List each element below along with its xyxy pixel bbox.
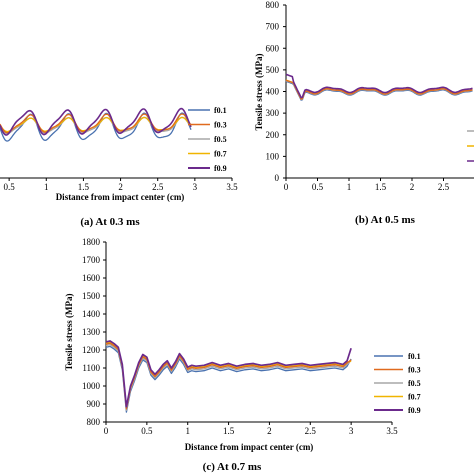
- panel-c-y-tick-label: 800: [87, 417, 101, 427]
- panel-c-x-tick-label: 2: [267, 426, 272, 436]
- panel-a-x-ticks: 0.5 1 1.5 2 2.5 3 3.5: [4, 178, 238, 192]
- panel-a-series-f0.9: [0, 107, 192, 136]
- panel-b-y-tick-label: 0: [275, 173, 280, 183]
- panel-c-x-tick-label: 1: [185, 426, 190, 436]
- panel-c-x-tick-label: 2.5: [305, 426, 317, 436]
- panel-a: 0.5 1 1.5 2 2.5 3 3.5 Distance from impact cen…: [0, 106, 238, 228]
- panel-c-y-tick-label: 1400: [82, 309, 101, 319]
- panel-b-y-tick-label: 400: [266, 87, 280, 97]
- panel-c-legend-label: f0.3: [408, 366, 421, 375]
- panel-c-x-axis-label: Distance from impact center (cm): [185, 442, 314, 452]
- panel-c-x-tick-label: 0.5: [141, 426, 153, 436]
- caption-b: (b) At 0.5 ms: [355, 214, 416, 226]
- panel-b-y-tick-label: 200: [266, 130, 280, 140]
- panel-c-legend-label: f0.7: [408, 393, 421, 402]
- panel-c-series: [105, 340, 352, 413]
- panel-c-x-ticks: 0 0.5 1 1.5 2 2.5 3 3.5: [104, 422, 398, 436]
- panel-c-legend-label: f0.9: [408, 406, 421, 415]
- panel-a-x-tick-label: 2: [118, 182, 123, 192]
- panel-c-y-tick-label: 1000: [82, 381, 101, 391]
- caption-c: (c) At 0.7 ms: [203, 461, 262, 473]
- panel-b-series-f0.3: [285, 79, 473, 100]
- panel-a-legend-label: f0.9: [214, 164, 227, 173]
- panel-b-x-ticks: 0 0.5 1 1.5 2 2.5: [284, 178, 450, 192]
- panel-c-y-tick-label: 1200: [82, 345, 101, 355]
- panel-b-y-tick-label: 600: [266, 43, 280, 53]
- panel-c: 800 900 1000 1100 1200 1300 1400 1500 1600 1700 18…: [64, 237, 421, 473]
- panel-b-series-f0.9: [285, 73, 473, 99]
- panel-c-y-axis-label: Tensile stress (MPa): [64, 294, 74, 371]
- panel-a-x-tick-label: 0.5: [4, 182, 16, 192]
- panel-a-legend-label: f0.5: [214, 135, 227, 144]
- panel-b-y-tick-label: 300: [266, 108, 280, 118]
- panel-a-legend-label: f0.3: [214, 121, 227, 130]
- panel-b-y-tick-label: 800: [266, 0, 280, 10]
- panel-b: 0 100 200 300 400 500 600 700 800 0 0.5 1 1.5 2 2.5 T…: [254, 0, 474, 226]
- panel-a-series-f0.3: [0, 113, 192, 134]
- panel-b-y-tick-label: 700: [266, 22, 280, 32]
- caption-a: (a) At 0.3 ms: [80, 216, 140, 228]
- panel-c-legend-label: f0.1: [408, 352, 421, 361]
- panel-b-x-tick-label: 1.5: [375, 182, 387, 192]
- panel-c-y-tick-label: 900: [87, 399, 101, 409]
- panel-b-y-tick-label: 100: [266, 151, 280, 161]
- panel-b-x-tick-label: 0: [284, 182, 289, 192]
- panel-b-y-tick-label: 500: [266, 65, 280, 75]
- panel-c-y-tick-label: 1700: [82, 255, 101, 265]
- panel-a-legend: f0.1 f0.3 f0.5 f0.7 f0.9: [188, 106, 227, 173]
- panel-b-y-ticks: 0 100 200 300 400 500 600 700 800: [266, 0, 286, 183]
- panel-b-y-axis-label: Tensile stress (MPa): [254, 54, 264, 131]
- panel-c-series-f0.7: [105, 341, 352, 409]
- panel-a-x-tick-label: 2.5: [152, 182, 164, 192]
- panel-c-x-tick-label: 3.5: [386, 426, 398, 436]
- panel-c-x-tick-label: 1.5: [223, 426, 235, 436]
- panel-a-x-axis-label: Distance from impact center (cm): [56, 192, 185, 202]
- panel-b-legend-fragment: [467, 130, 474, 162]
- panel-a-x-tick-label: 1: [44, 182, 49, 192]
- panel-c-y-tick-label: 1300: [82, 327, 101, 337]
- panel-c-series-f0.9: [105, 340, 352, 408]
- panel-b-x-tick-label: 0.5: [312, 182, 324, 192]
- panel-c-y-tick-label: 1500: [82, 291, 101, 301]
- panel-b-x-tick-label: 1: [347, 182, 352, 192]
- panel-c-y-tick-label: 1600: [82, 273, 101, 283]
- panel-a-x-tick-label: 3.5: [226, 182, 238, 192]
- panel-c-x-tick-label: 3: [349, 426, 354, 436]
- panel-b-x-tick-label: 2: [410, 182, 415, 192]
- panel-c-y-tick-label: 1800: [82, 237, 101, 247]
- panel-a-x-tick-label: 3: [193, 182, 198, 192]
- panel-c-y-tick-label: 1100: [82, 363, 100, 373]
- panel-b-x-tick-label: 2.5: [438, 182, 450, 192]
- panel-a-legend-label: f0.1: [214, 106, 227, 115]
- panel-c-series-f0.3: [105, 342, 352, 410]
- panel-c-y-ticks: 800 900 1000 1100 1200 1300 1400 1500 1600 1700 18…: [82, 237, 106, 427]
- panel-c-x-tick-label: 0: [104, 426, 109, 436]
- panel-c-legend-label: f0.5: [408, 379, 421, 388]
- panel-c-legend: f0.1 f0.3 f0.5 f0.7 f0.9: [374, 352, 421, 415]
- panel-a-legend-label: f0.7: [214, 150, 227, 159]
- panel-a-x-tick-label: 1.5: [78, 182, 90, 192]
